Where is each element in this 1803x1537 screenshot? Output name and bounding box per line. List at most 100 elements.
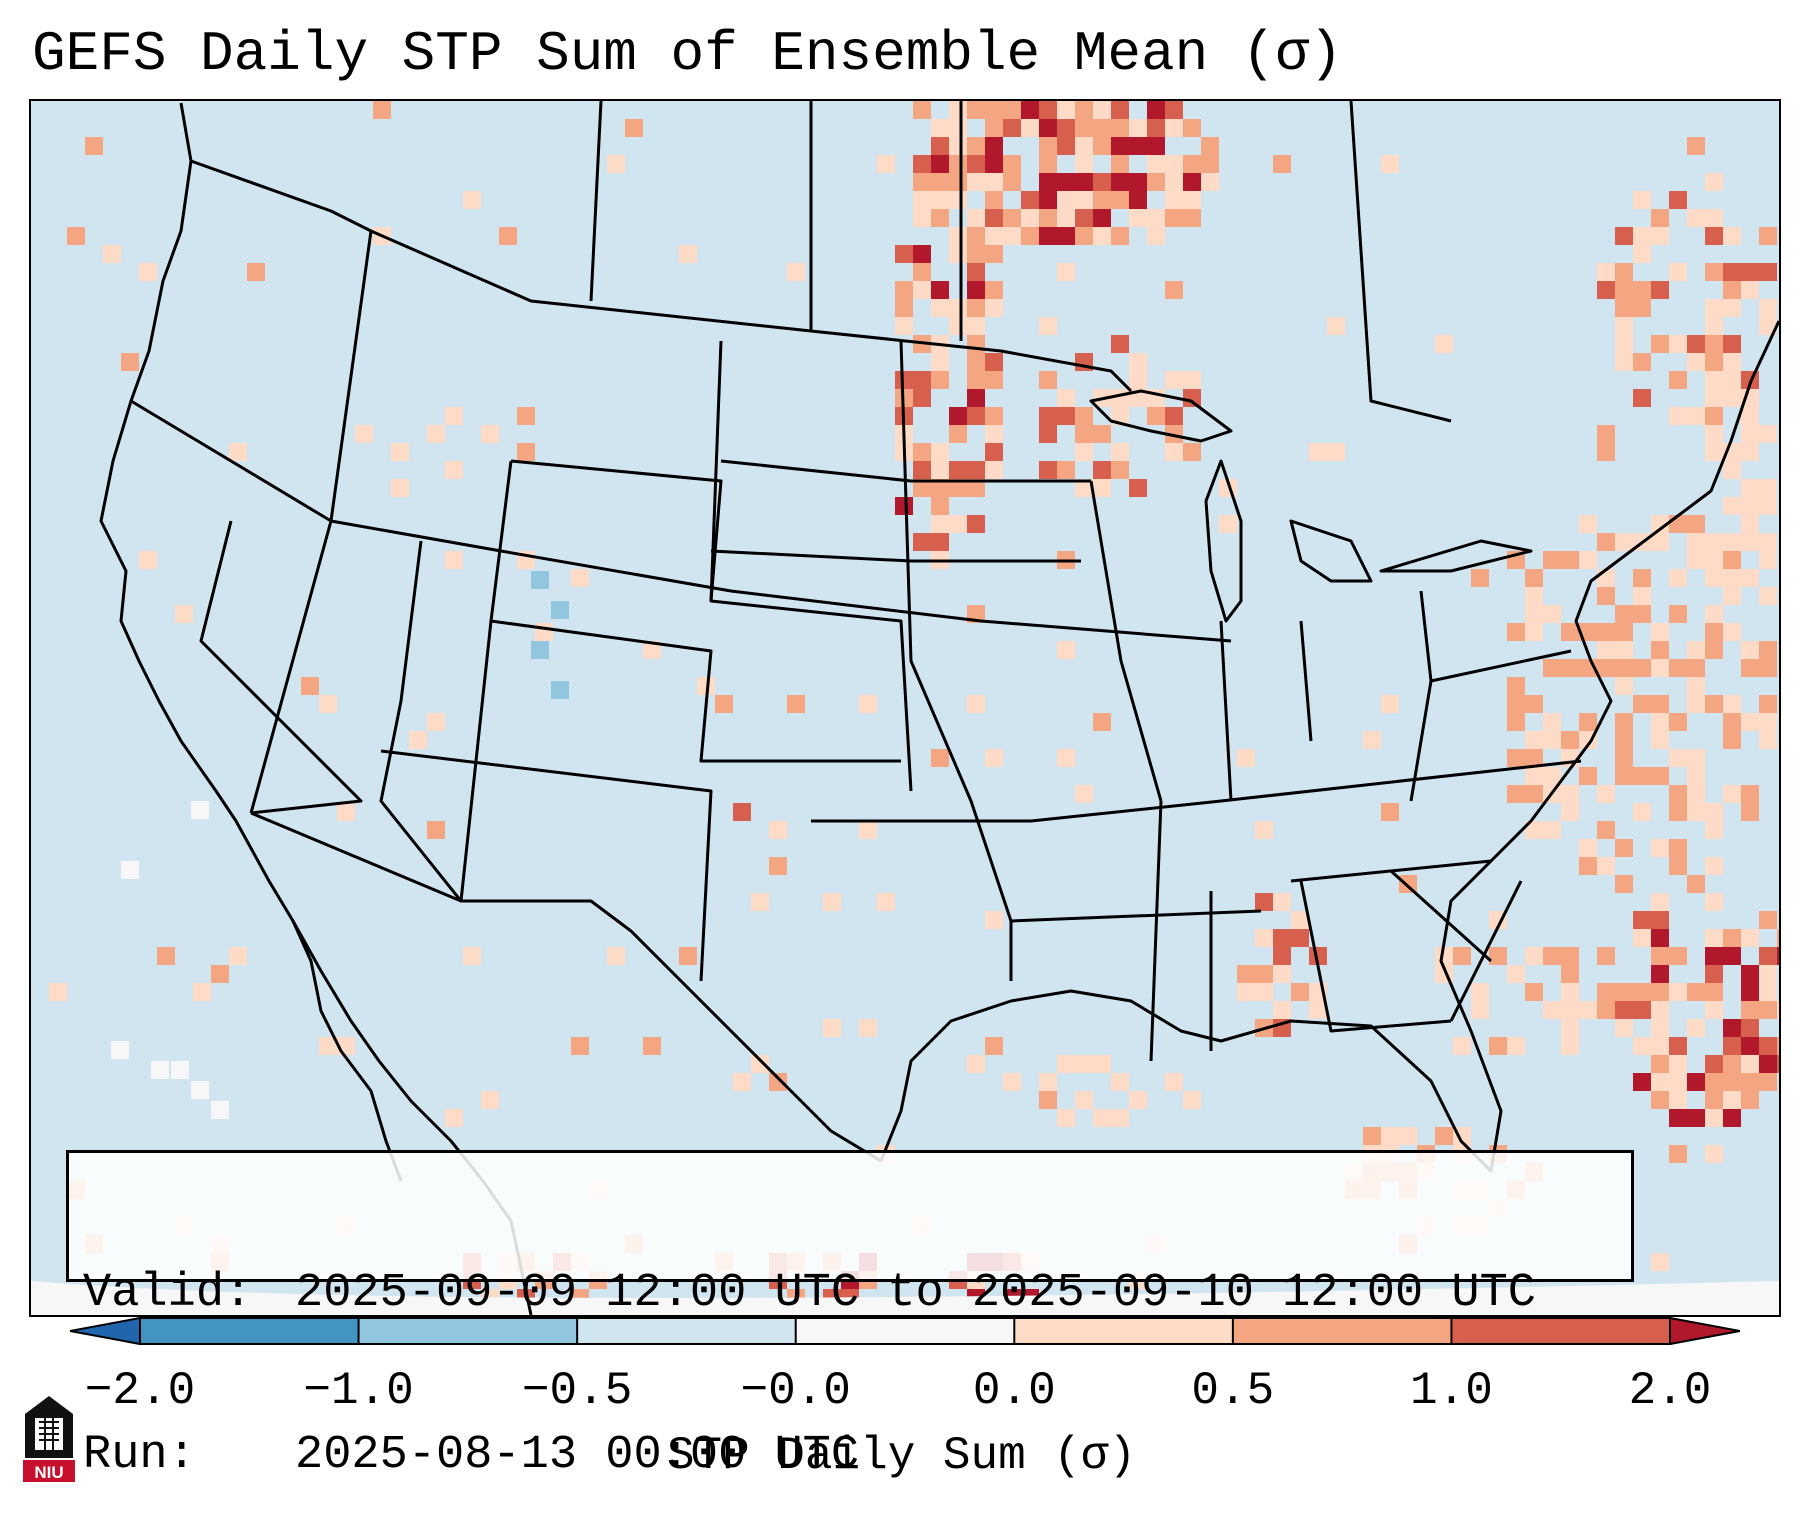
anomaly-cell bbox=[1723, 713, 1741, 731]
anomaly-cell bbox=[1669, 1073, 1687, 1091]
anomaly-cell bbox=[1021, 227, 1039, 245]
anomaly-cell bbox=[1705, 983, 1723, 1001]
anomaly-cell bbox=[517, 443, 535, 461]
anomaly-cell bbox=[1687, 659, 1705, 677]
anomaly-cell bbox=[1327, 317, 1345, 335]
anomaly-cell bbox=[1741, 263, 1759, 281]
anomaly-cell bbox=[1129, 1091, 1147, 1109]
anomaly-cell bbox=[1597, 587, 1615, 605]
anomaly-cell bbox=[1651, 281, 1669, 299]
us-mexico-border bbox=[250, 811, 882, 1163]
anomaly-cell bbox=[751, 1055, 769, 1073]
anomaly-cell bbox=[1183, 1091, 1201, 1109]
anomaly-cell bbox=[985, 443, 1003, 461]
anomaly-cell bbox=[1543, 821, 1561, 839]
anomaly-cell bbox=[1759, 425, 1777, 443]
anomaly-cell bbox=[1705, 695, 1723, 713]
state-line bbox=[1299, 620, 1313, 742]
anomaly-cell bbox=[895, 299, 913, 317]
anomaly-cell bbox=[1165, 155, 1183, 173]
anomaly-cell bbox=[967, 227, 985, 245]
anomaly-cell bbox=[1273, 947, 1291, 965]
anomaly-cell bbox=[607, 947, 625, 965]
anomaly-cell bbox=[1669, 569, 1687, 587]
anomaly-cell bbox=[427, 713, 445, 731]
anomaly-cell bbox=[949, 515, 967, 533]
great-lakes bbox=[1089, 389, 1233, 443]
anomaly-cell bbox=[1669, 1055, 1687, 1073]
map-panel[interactable] bbox=[29, 99, 1781, 1317]
anomaly-cell bbox=[823, 893, 841, 911]
anomaly-cell bbox=[1723, 1019, 1741, 1037]
anomaly-cell bbox=[1759, 227, 1777, 245]
anomaly-cell bbox=[1381, 155, 1399, 173]
anomaly-cell bbox=[1597, 641, 1615, 659]
anomaly-cell bbox=[1165, 281, 1183, 299]
anomaly-cell bbox=[1237, 749, 1255, 767]
anomaly-cell bbox=[1165, 1073, 1183, 1091]
anomaly-cell bbox=[1615, 875, 1633, 893]
anomaly-cell bbox=[1507, 785, 1525, 803]
anomaly-cell bbox=[481, 425, 499, 443]
anomaly-cell bbox=[1687, 677, 1705, 695]
anomaly-cell bbox=[1651, 227, 1669, 245]
anomaly-cell bbox=[1183, 209, 1201, 227]
anomaly-cell bbox=[967, 299, 985, 317]
anomaly-cell bbox=[1705, 929, 1723, 947]
anomaly-cell bbox=[985, 299, 1003, 317]
anomaly-cell bbox=[931, 497, 949, 515]
anomaly-cell bbox=[1651, 1073, 1669, 1091]
anomaly-cell bbox=[1111, 1109, 1129, 1127]
anomaly-cell bbox=[1741, 1037, 1759, 1055]
anomaly-cell bbox=[931, 371, 949, 389]
anomaly-cell bbox=[1777, 929, 1779, 947]
anomaly-cell bbox=[877, 893, 895, 911]
anomaly-cell bbox=[193, 983, 211, 1001]
anomaly-cell bbox=[1651, 533, 1669, 551]
anomaly-cell bbox=[1687, 695, 1705, 713]
anomaly-cell bbox=[1057, 407, 1075, 425]
run-key: Run: bbox=[83, 1429, 196, 1482]
anomaly-cell bbox=[1741, 965, 1759, 983]
anomaly-cell bbox=[1021, 101, 1039, 119]
anomaly-cell bbox=[1759, 587, 1777, 605]
anomaly-cell bbox=[967, 137, 985, 155]
anomaly-cell bbox=[531, 571, 549, 589]
anomaly-cell bbox=[1615, 227, 1633, 245]
anomaly-cell bbox=[985, 281, 1003, 299]
anomaly-cell bbox=[1705, 857, 1723, 875]
anomaly-cell bbox=[1255, 821, 1273, 839]
anomaly-cell bbox=[715, 695, 733, 713]
anomaly-cell bbox=[1633, 587, 1651, 605]
anomaly-cell bbox=[967, 281, 985, 299]
colorbar-bin bbox=[577, 1317, 797, 1345]
anomaly-cell bbox=[949, 461, 967, 479]
anomaly-cell bbox=[769, 821, 787, 839]
anomaly-cell bbox=[967, 101, 985, 119]
anomaly-cell bbox=[1093, 713, 1111, 731]
anomaly-cell bbox=[1597, 1001, 1615, 1019]
anomaly-cell bbox=[1075, 137, 1093, 155]
anomaly-cell bbox=[1543, 767, 1561, 785]
anomaly-cell bbox=[1507, 1037, 1525, 1055]
anomaly-cell bbox=[1039, 407, 1057, 425]
anomaly-cell bbox=[949, 119, 967, 137]
anomaly-cell bbox=[625, 119, 643, 137]
anomaly-cell bbox=[1075, 119, 1093, 137]
anomaly-cell bbox=[1075, 443, 1093, 461]
anomaly-cell bbox=[931, 191, 949, 209]
anomaly-cell bbox=[1507, 623, 1525, 641]
anomaly-cell bbox=[1705, 1109, 1723, 1127]
anomaly-cell bbox=[319, 1037, 337, 1055]
anomaly-cell bbox=[1759, 479, 1777, 497]
anomaly-cell bbox=[1111, 389, 1129, 407]
anomaly-cell bbox=[1777, 1001, 1779, 1019]
anomaly-cell bbox=[1237, 983, 1255, 1001]
anomaly-cell bbox=[1651, 929, 1669, 947]
anomaly-cell bbox=[1687, 353, 1705, 371]
anomaly-cell bbox=[913, 263, 931, 281]
anomaly-cell bbox=[931, 137, 949, 155]
colorbar-tick-label: −2.0 bbox=[84, 1365, 196, 1417]
anomaly-cell bbox=[1057, 119, 1075, 137]
anomaly-cell bbox=[1705, 1073, 1723, 1091]
